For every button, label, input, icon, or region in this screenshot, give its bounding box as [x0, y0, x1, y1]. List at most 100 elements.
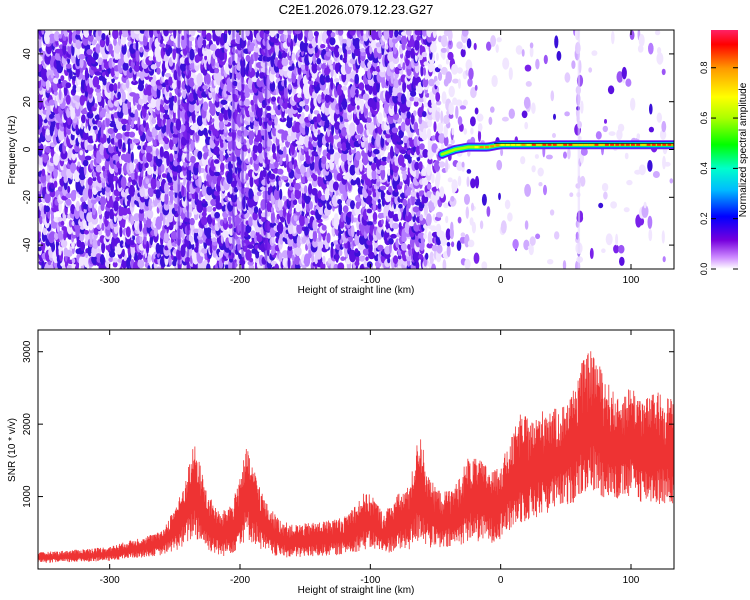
heatmap-cell — [438, 161, 446, 168]
heatmap-cell — [366, 221, 374, 226]
heatmap-cell — [435, 92, 441, 102]
heatmap-cell — [54, 231, 59, 241]
heatmap-cell — [385, 90, 389, 101]
heatmap-cell — [422, 128, 427, 137]
heatmap-cell — [130, 151, 134, 163]
heatmap-cell — [402, 198, 408, 207]
heatmap-cell — [371, 162, 377, 172]
heatmap-cell — [88, 187, 93, 200]
heatmap-cell — [173, 30, 177, 39]
heatmap-cell — [88, 30, 92, 37]
x-tick-label: 0 — [498, 575, 504, 586]
heatmap-cell — [445, 71, 453, 84]
heatmap-cell — [291, 63, 295, 71]
heatmap-cell — [173, 69, 179, 81]
heatmap-cell — [111, 236, 116, 250]
heatmap-cell — [150, 97, 157, 109]
heatmap-cell — [80, 122, 84, 130]
heatmap-cell — [204, 55, 208, 61]
heatmap-cell — [113, 37, 117, 46]
heatmap-cell — [143, 118, 146, 128]
heatmap-cell — [462, 45, 466, 50]
heatmap-cell — [101, 165, 106, 172]
heatmap-cell — [101, 222, 105, 231]
heatmap-cell — [173, 95, 177, 103]
heatmap-cell — [55, 216, 59, 222]
heatmap-cell — [113, 83, 118, 92]
heatmap-cell — [131, 105, 136, 110]
y-tick-label: 1000 — [22, 485, 33, 508]
heatmap-cell — [365, 256, 369, 262]
heatmap-cell — [430, 225, 437, 232]
colorbar-gradient — [711, 30, 738, 269]
heatmap-cell — [245, 54, 251, 62]
heatmap-cell — [44, 192, 51, 204]
heatmap-cell — [457, 116, 463, 126]
heatmap-cell — [125, 123, 131, 132]
heatmap-cell — [604, 119, 607, 124]
heatmap-cell — [190, 139, 195, 151]
heatmap-cell — [156, 266, 162, 269]
heatmap-cell — [132, 234, 136, 241]
heatmap-cell — [90, 198, 97, 205]
heatmap-cell — [377, 202, 382, 210]
heatmap-cell — [212, 240, 218, 246]
heatmap-cell — [205, 193, 212, 201]
heatmap-cell — [160, 192, 166, 202]
heatmap-cell — [591, 50, 598, 56]
heatmap-cell — [466, 169, 472, 174]
heatmap-cell — [351, 225, 355, 238]
snr-line — [38, 351, 674, 563]
heatmap-cell — [245, 30, 250, 37]
heatmap-cell — [170, 230, 178, 240]
heatmap-cell — [295, 246, 302, 257]
heatmap-cell — [325, 142, 329, 148]
heatmap-cell — [648, 42, 654, 55]
heatmap-cell — [151, 126, 158, 138]
heatmap-cell — [53, 180, 58, 188]
heatmap-cell — [282, 195, 287, 201]
heatmap-cell — [445, 159, 449, 173]
heatmap-cell — [537, 167, 544, 177]
heatmap-cell — [626, 179, 633, 186]
heatmap-cell — [115, 196, 120, 202]
heatmap-cell — [125, 151, 132, 163]
heatmap-cell — [92, 76, 100, 88]
heatmap-cell — [638, 34, 645, 47]
heatmap-cell — [416, 35, 421, 41]
heatmap-cell — [285, 182, 290, 187]
heatmap-cell — [94, 71, 102, 76]
heatmap-cell — [112, 261, 118, 268]
colorbar-tick-label: 0.6 — [699, 112, 709, 125]
heatmap-cell — [508, 108, 515, 119]
heatmap-cell — [588, 67, 593, 73]
heatmap-cell — [193, 228, 200, 234]
heatmap-cell — [419, 143, 425, 150]
heatmap-cell — [164, 79, 170, 86]
heatmap-cell — [130, 120, 135, 129]
heatmap-cell — [334, 152, 341, 159]
heatmap-cell — [378, 30, 382, 39]
heatmap-cell — [159, 146, 164, 158]
heatmap-cell — [191, 243, 195, 250]
heatmap-cell — [145, 84, 153, 96]
heatmap-cell — [118, 205, 123, 217]
heatmap-cell — [538, 182, 543, 187]
y-tick-label: -20 — [22, 190, 33, 205]
heatmap-cell — [228, 160, 232, 172]
heatmap-cell — [334, 77, 340, 83]
heatmap-cell — [465, 206, 469, 219]
heatmap-cell — [83, 230, 89, 235]
heatmap-cell — [140, 141, 144, 147]
heatmap-cell — [212, 207, 217, 212]
heatmap-cell — [190, 30, 196, 37]
heatmap-cell — [65, 192, 72, 199]
heatmap-cell — [41, 168, 46, 177]
heatmap-cell — [41, 30, 45, 35]
heatmap-cell — [121, 118, 128, 125]
heatmap-cell — [409, 96, 415, 102]
heatmap-cell — [450, 195, 455, 202]
heatmap-cell — [60, 220, 65, 226]
heatmap-cell — [474, 175, 480, 189]
heatmap-cell — [392, 255, 399, 265]
